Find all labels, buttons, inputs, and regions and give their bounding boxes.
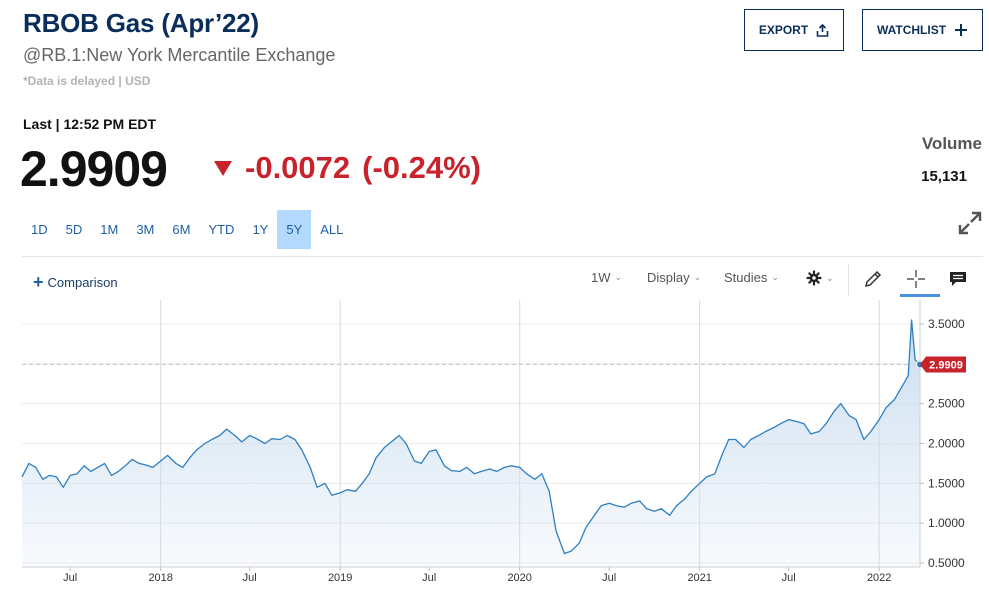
range-1y[interactable]: 1Y [252,222,269,237]
instrument-title: RBOB Gas (Apr’22) [23,8,259,38]
x-tick-label: Jul [782,572,796,584]
export-label: EXPORT [758,23,809,37]
y-tick-label: 0.5000 [928,556,965,570]
last-price-marker: 2.9909 [916,356,966,373]
display-dropdown[interactable]: Display ⌄ [647,270,701,285]
time-range-selector: 1D 5D 1M 3M 6M YTD 1Y 5Y ALL [22,210,352,249]
export-button[interactable]: EXPORT [744,9,844,51]
y-tick-label: 2.0000 [928,436,965,450]
x-tick-label: 2018 [148,572,172,584]
range-6m[interactable]: 6M [172,222,191,237]
range-all[interactable]: ALL [320,222,344,237]
range-1m[interactable]: 1M [100,222,119,237]
watchlist-button[interactable]: WATCHLIST [862,9,983,51]
crosshair-icon [907,270,925,288]
studies-label: Studies [724,270,768,285]
chevron-down-icon: ⌄ [614,272,623,282]
last-price: 2.9909 [20,141,168,197]
chevron-down-icon: ⌄ [826,272,834,283]
share-icon [816,23,829,37]
active-tool-indicator [900,294,940,297]
y-tick-label: 2.5000 [928,397,965,411]
display-label: Display [647,270,690,285]
price-chart[interactable]: 0.50001.00001.50002.00002.50003.00003.50… [0,300,989,600]
y-tick-label: 3.5000 [928,317,965,331]
draw-tool-button[interactable] [858,264,888,294]
expand-icon[interactable] [957,210,983,236]
x-tick-label: Jul [602,572,616,584]
last-trade-time: Last | 12:52 PM EDT [23,116,157,132]
interval-label: 1W [591,270,611,285]
volume-label: Volume [921,134,982,153]
watchlist-label: WATCHLIST [876,23,947,37]
x-axis: Jul 2018 Jul 2019 Jul 2020 Jul 2021 Jul 2022 [22,566,920,584]
x-tick-label: 2019 [328,572,352,584]
x-tick-label: Jul [63,572,77,584]
comment-tool-button[interactable] [943,264,973,294]
plus-icon [955,24,968,36]
exchange-subtitle: @RB.1:New York Mercantile Exchange [23,45,336,65]
settings-dropdown[interactable]: ⌄ [806,270,834,286]
comparison-label: Comparison [47,274,118,290]
crosshair-tool-button[interactable] [901,264,931,294]
chevron-down-icon: ⌄ [771,272,779,282]
x-tick-label: 2020 [507,572,531,584]
volume-value: 15,131 [921,168,967,185]
range-3m[interactable]: 3M [136,222,155,237]
x-tick-label: 2022 [867,572,891,584]
divider [22,256,983,257]
chevron-down-icon: ⌄ [693,272,702,282]
y-axis: 0.50001.00001.50002.00002.50003.00003.50… [919,300,965,570]
pencil-icon [864,270,882,288]
y-tick-label: 1.5000 [928,476,965,490]
x-tick-label: Jul [422,572,436,584]
y-tick-label: 1.0000 [928,516,965,530]
change-percent: (-0.24%) [362,150,482,185]
x-tick-label: Jul [243,572,257,584]
comment-icon [950,272,966,286]
toolbar-separator [848,264,849,296]
comparison-button[interactable]: + Comparison [33,273,118,291]
range-1d[interactable]: 1D [31,222,48,237]
range-ytd[interactable]: YTD [208,222,235,237]
interval-dropdown[interactable]: 1W ⌄ [591,270,622,285]
plus-icon: + [33,272,44,292]
change-value: -0.0072 [245,150,351,185]
x-tick-label: 2021 [687,572,711,584]
price-area [22,320,920,567]
data-delayed-note: *Data is delayed | USD [23,74,151,88]
gear-icon [806,270,822,286]
range-5d[interactable]: 5D [65,222,83,237]
range-5y[interactable]: 5Y [277,210,312,249]
price-change: -0.0072 (-0.24%) [213,150,481,186]
last-price-tag-label: 2.9909 [929,360,963,372]
studies-dropdown[interactable]: Studies ⌄ [724,270,779,285]
price-line [21,319,921,555]
down-arrow-icon [214,161,232,176]
last-price-tag [920,356,966,373]
